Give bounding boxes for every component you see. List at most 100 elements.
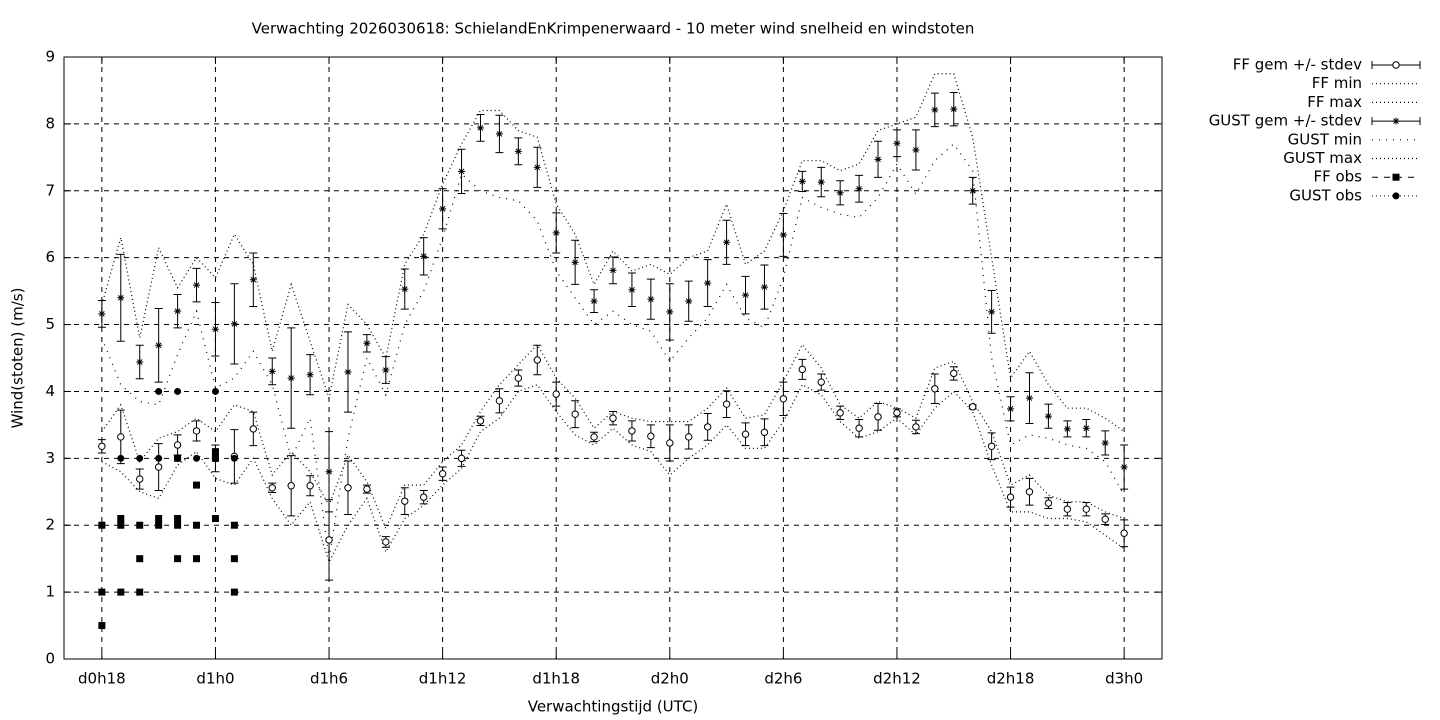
marker	[136, 521, 144, 529]
marker	[306, 371, 314, 379]
chart-title: Verwachting 2026030618: SchielandEnKrimp…	[252, 20, 975, 38]
marker	[1063, 425, 1071, 433]
x-tick-label: d1h0	[196, 670, 234, 688]
marker	[685, 433, 693, 441]
marker	[211, 454, 219, 462]
marker	[155, 387, 163, 395]
range-line	[101, 143, 1125, 559]
marker	[98, 622, 106, 630]
marker	[193, 281, 201, 289]
marker	[969, 187, 977, 195]
marker	[1044, 412, 1052, 420]
marker	[798, 365, 807, 374]
marker	[173, 441, 182, 449]
marker	[117, 515, 125, 523]
marker	[855, 424, 863, 432]
marker	[1007, 405, 1015, 413]
marker	[647, 432, 655, 440]
legend-label: FF obs	[1313, 168, 1362, 186]
marker	[817, 178, 825, 186]
y-tick-label: 6	[45, 248, 55, 266]
marker	[476, 417, 485, 425]
marker	[988, 308, 996, 316]
marker	[533, 163, 541, 171]
marker	[438, 470, 447, 478]
marker	[192, 427, 201, 435]
marker	[514, 147, 522, 155]
marker	[533, 356, 541, 364]
y-tick-label: 4	[45, 382, 55, 400]
marker	[268, 484, 276, 492]
marker	[98, 310, 106, 318]
marker	[230, 521, 238, 529]
legend-label: FF gem +/- stdev	[1233, 56, 1362, 74]
marker	[590, 297, 598, 305]
marker	[363, 339, 371, 347]
marker	[1120, 463, 1128, 471]
marker	[722, 400, 731, 408]
marker	[193, 454, 201, 462]
marker	[211, 515, 219, 523]
x-tick-label: d2h12	[873, 670, 921, 688]
marker	[552, 390, 560, 398]
marker	[344, 484, 352, 492]
marker	[211, 448, 219, 456]
marker	[174, 307, 182, 315]
marker	[874, 155, 882, 163]
marker	[382, 538, 390, 546]
marker	[685, 297, 693, 305]
marker	[249, 425, 258, 433]
range-line	[101, 343, 1125, 531]
marker	[893, 139, 901, 147]
marker	[287, 374, 295, 382]
x-tick-label: d2h6	[764, 670, 802, 688]
marker	[174, 515, 182, 523]
marker	[476, 124, 484, 132]
marker	[514, 374, 523, 382]
y-axis-label: Wind(stoten) (m/s)	[9, 288, 27, 429]
legend-marker	[1392, 117, 1400, 125]
marker	[363, 485, 371, 493]
marker	[704, 279, 712, 287]
marker	[1082, 424, 1090, 432]
marker	[987, 442, 996, 450]
marker	[1025, 394, 1033, 402]
legend-label: GUST max	[1283, 149, 1362, 167]
marker	[230, 588, 238, 596]
marker	[154, 463, 163, 471]
marker	[98, 588, 106, 596]
marker	[419, 493, 428, 501]
marker	[325, 536, 333, 544]
marker	[647, 295, 655, 303]
marker	[117, 294, 125, 302]
marker	[628, 286, 636, 294]
marker	[174, 387, 182, 395]
marker	[174, 555, 182, 563]
y-tick-label: 5	[45, 315, 55, 333]
x-tick-label: d1h12	[419, 670, 467, 688]
marker	[836, 409, 844, 417]
marker	[666, 308, 674, 316]
marker	[893, 409, 901, 417]
marker	[495, 397, 504, 405]
marker	[117, 454, 125, 462]
marker	[268, 367, 276, 375]
marker	[249, 276, 257, 284]
marker	[117, 588, 125, 596]
marker	[1006, 493, 1015, 501]
marker	[98, 521, 106, 529]
x-tick-label: d0h18	[78, 670, 126, 688]
x-tick-label: d3h0	[1105, 670, 1143, 688]
marker	[136, 475, 144, 483]
legend-label: GUST gem +/- stdev	[1209, 112, 1362, 130]
y-tick-label: 0	[45, 650, 55, 668]
marker	[401, 285, 409, 293]
marker	[912, 146, 920, 154]
marker	[230, 454, 238, 462]
marker	[325, 468, 333, 476]
marker	[401, 497, 409, 505]
marker	[950, 369, 958, 378]
y-tick-label: 8	[45, 114, 55, 132]
marker	[439, 205, 447, 213]
